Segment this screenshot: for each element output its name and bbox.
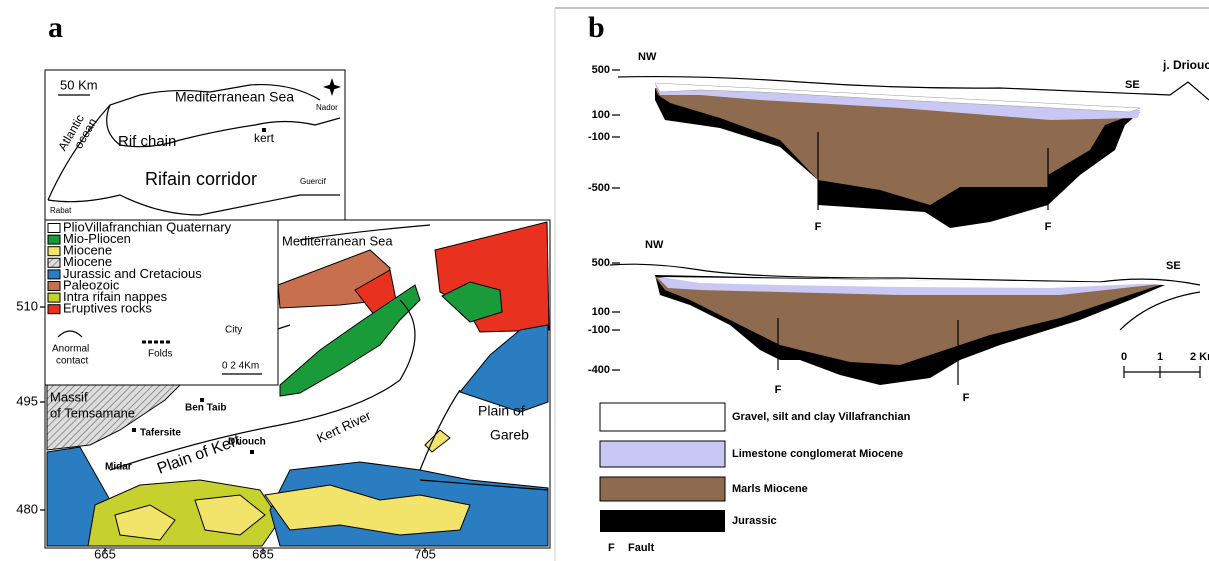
sea-label: Mediterranean Sea — [175, 89, 294, 105]
legend-swatch — [600, 510, 725, 532]
panel-label: a — [48, 11, 63, 44]
city-marker — [132, 428, 136, 432]
city-marker — [200, 398, 204, 402]
y-tick-label: 100 — [592, 109, 610, 121]
fault-label: F — [775, 384, 782, 396]
city-label: Ben Taib — [185, 403, 226, 414]
legend-swatch — [600, 477, 725, 501]
legend-swatch — [600, 441, 725, 467]
legend-label: City — [225, 325, 242, 336]
city-label: Midar — [105, 462, 132, 473]
legend-label: Eruptives rocks — [63, 301, 152, 316]
legend-swatch — [48, 224, 60, 233]
legend-label: F — [608, 542, 615, 554]
scale-label: 0 2 4Km — [222, 361, 259, 372]
panel-label: b — [588, 11, 605, 44]
legend-label: Anormal — [52, 344, 89, 355]
scale-label: 2 Km — [1190, 351, 1209, 363]
legend-swatch — [48, 270, 60, 279]
region-label: Rif chain — [118, 133, 176, 150]
region-label: Massif — [50, 389, 88, 404]
y-tick-label: -100 — [588, 324, 610, 336]
city-marker — [250, 450, 254, 454]
legend-swatch — [48, 235, 60, 244]
city-label: Tafersite — [140, 428, 181, 439]
legend-swatch — [48, 247, 60, 256]
legend-label: Limestone conglomerat Miocene — [732, 448, 903, 460]
legend-label: Fault — [628, 542, 655, 554]
region-label: Rifain corridor — [145, 169, 257, 189]
legend-label: Folds — [148, 349, 172, 360]
city-label: Guercif — [300, 177, 327, 186]
city-label: Driouch — [228, 437, 266, 448]
legend-swatch — [48, 282, 60, 291]
city-label: Rabat — [50, 206, 72, 215]
region-label: of Temsamane — [50, 405, 135, 420]
y-tick-label: -500 — [588, 182, 610, 194]
fault-label: F — [815, 221, 822, 233]
direction-label: SE — [1166, 260, 1181, 272]
x-tick-label: 705 — [414, 546, 436, 561]
scale-label: 50 Km — [60, 77, 98, 92]
city-label: kert — [254, 131, 275, 145]
fault-label: F — [1045, 221, 1052, 233]
legend-swatch — [48, 258, 60, 267]
legend-label: Marls Miocene — [732, 483, 808, 495]
x-tick-label: 665 — [94, 546, 116, 561]
y-tick-label: -400 — [588, 364, 610, 376]
legend-swatch — [48, 293, 60, 302]
direction-label: NW — [645, 239, 664, 251]
region-label: Gareb — [490, 427, 529, 443]
scale-label: 1 — [1157, 351, 1163, 363]
peak-label: j. Driouch — [1162, 58, 1209, 72]
scale-label: 0 — [1121, 351, 1127, 363]
y-tick-label: 510 — [16, 298, 38, 313]
direction-label: SE — [1125, 79, 1140, 91]
y-tick-label: 500 — [592, 64, 610, 76]
y-tick-label: 500 — [592, 257, 610, 269]
legend-label: Gravel, silt and clay Villafranchian — [732, 411, 911, 423]
page: {"panel_a":{"label":"a", "inset":{"scale… — [0, 0, 1209, 561]
y-tick-label: 480 — [16, 501, 38, 516]
x-tick-label: 685 — [252, 546, 274, 561]
y-tick-label: 495 — [16, 393, 38, 408]
region-label: Plain of — [478, 403, 525, 419]
y-tick-label: -100 — [588, 131, 610, 143]
legend-swatch — [600, 403, 725, 431]
fault-label: F — [963, 392, 970, 404]
figure: ab50 KmMediterranean SeaAtlanticoceanRif… — [0, 0, 1209, 561]
legend-label: contact — [56, 356, 88, 367]
legend-swatch — [48, 305, 60, 314]
y-tick-label: 100 — [592, 306, 610, 318]
sea-label: Mediterranean Sea — [282, 233, 393, 248]
direction-label: NW — [638, 51, 657, 63]
legend-label: Jurassic — [732, 515, 777, 527]
city-label: Nador — [316, 103, 338, 112]
